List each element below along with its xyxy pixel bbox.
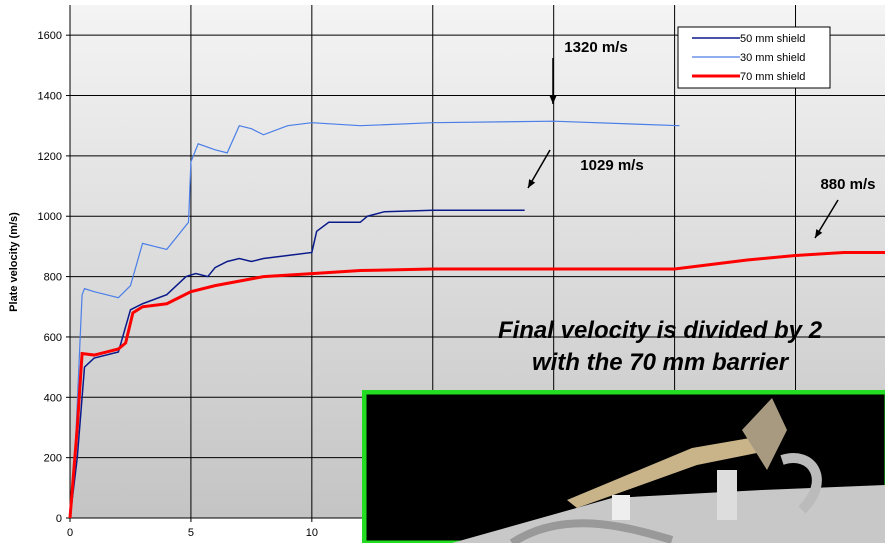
legend-label: 30 mm shield: [740, 52, 805, 64]
x-tick-label: 5: [188, 527, 194, 539]
inset-photo: [362, 390, 885, 543]
y-axis-label: Plate velocity (m/s): [8, 212, 20, 312]
annotation: 1320 m/s: [564, 39, 627, 56]
y-tick-label: 200: [44, 453, 62, 465]
annotation: 1029 m/s: [580, 157, 643, 174]
annotation: 880 m/s: [820, 176, 875, 193]
y-tick-label: 1400: [38, 91, 62, 103]
y-tick-label: 1600: [38, 30, 62, 42]
y-tick-label: 0: [56, 513, 62, 525]
legend-label: 50 mm shield: [740, 33, 805, 45]
y-tick-label: 1000: [38, 211, 62, 223]
y-tick-label: 400: [44, 392, 62, 404]
note: with the 70 mm barrier: [532, 349, 790, 376]
y-tick-label: 800: [44, 272, 62, 284]
y-tick-label: 600: [44, 332, 62, 344]
x-tick-label: 10: [306, 527, 318, 539]
page: Plate velocity (m/s) 0 200 400 600 800 1000 12…: [0, 0, 885, 543]
legend-label: 70 mm shield: [740, 71, 805, 83]
x-tick-label: 0: [67, 527, 73, 539]
y-tick-label: 1200: [38, 151, 62, 163]
note: Final velocity is divided by 2: [498, 317, 823, 344]
